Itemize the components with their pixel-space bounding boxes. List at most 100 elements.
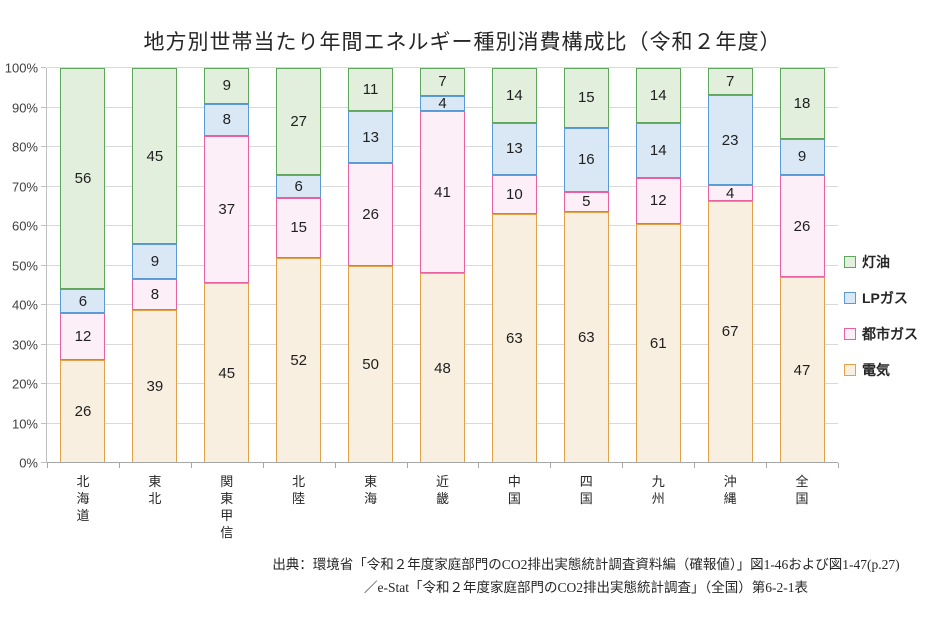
bar-segment-電気: 45	[204, 283, 250, 463]
bar-segment-灯油: 9	[204, 68, 250, 104]
legend-swatch-icon	[844, 256, 856, 268]
bar-segment-都市ガス: 37	[204, 135, 250, 284]
segment-value-label: 67	[721, 323, 739, 341]
y-tick-label: 0%	[19, 455, 38, 471]
bar-slot: 63 5 16 15	[550, 68, 622, 463]
source-citation: 出典：環境省「令和２年度家庭部門のCO2排出実態統計調査資料編（確報値）」図1-…	[246, 554, 925, 600]
legend-swatch-icon	[844, 292, 856, 304]
x-axis-tick	[550, 463, 552, 468]
bar-slot: 52 15 6 27	[263, 68, 335, 463]
y-axis-tick	[41, 225, 46, 226]
stacked-bar-北海道: 26 12 6 56	[60, 68, 106, 463]
legend-label: 電気	[862, 362, 890, 378]
stacked-bar-東北: 39 8 9 45	[132, 68, 178, 463]
bar-segment-都市ガス: 12	[635, 177, 681, 225]
segment-value-label: 7	[725, 73, 735, 91]
segment-value-label: 27	[290, 112, 308, 130]
bar-segment-LPガス: 23	[707, 95, 753, 186]
bar-slot: 50 26 13 11	[335, 68, 407, 463]
legend-item-灯油: 灯油	[844, 252, 918, 272]
stacked-bar-九州: 61 12 14 14	[635, 68, 681, 463]
stacked-bar-北陸: 52 15 6 27	[276, 68, 322, 463]
segment-value-label: 6	[294, 178, 303, 196]
bar-segment-都市ガス: 5	[563, 191, 609, 212]
bar-segment-都市ガス: 41	[419, 111, 465, 274]
segment-value-label: 9	[222, 77, 231, 95]
legend-label: 灯油	[862, 254, 890, 270]
segment-value-label: 26	[74, 403, 92, 421]
bar-segment-灯油: 56	[60, 68, 106, 290]
stacked-bar-四国: 63 5 16 15	[563, 68, 609, 463]
segment-value-label: 5	[582, 193, 591, 211]
y-axis-tick	[41, 67, 46, 68]
segment-value-label: 63	[506, 330, 523, 348]
x-axis-tick	[190, 463, 192, 468]
segment-value-label: 12	[74, 328, 92, 346]
bar-segment-灯油: 7	[707, 68, 753, 96]
bar-segment-LPガス: 13	[491, 123, 537, 175]
segment-value-label: 13	[506, 140, 523, 158]
segment-value-label: 15	[290, 219, 308, 237]
bar-segment-LPガス: 4	[419, 95, 465, 112]
x-axis-tick	[406, 463, 408, 468]
plot-area: 26 12 6 56 39 8 9 45 45 37 8 9 52 15 6 27 50 26 13 11 48 41 4 7…	[5, 61, 839, 471]
bar-segment-LPガス: 6	[60, 289, 106, 313]
y-tick-label: 30%	[11, 337, 38, 352]
segment-value-label: 47	[793, 361, 811, 379]
x-axis-tick	[262, 463, 264, 468]
segment-value-label: 14	[649, 141, 667, 159]
legend: 灯油 LPガス 都市ガス 電気	[844, 252, 918, 380]
segment-value-label: 9	[797, 148, 807, 166]
bar-segment-電気: 50	[348, 265, 394, 463]
x-axis-tick	[478, 463, 480, 468]
x-tick-label-関東甲信: 関東甲信	[220, 474, 234, 540]
y-tick-label: 10%	[11, 416, 38, 431]
x-axis-tick	[334, 463, 336, 468]
x-tick-label-北陸: 北陸	[292, 474, 306, 506]
bar-segment-都市ガス: 26	[348, 162, 394, 266]
bar-segment-灯油: 11	[348, 68, 394, 112]
segment-value-label: 15	[577, 89, 595, 107]
bar-segment-電気: 52	[276, 257, 322, 463]
y-axis-tick	[41, 422, 46, 424]
legend-swatch-icon	[844, 364, 856, 376]
segment-value-label: 18	[793, 95, 811, 113]
bar-segment-都市ガス: 15	[276, 198, 322, 258]
legend-swatch-icon	[844, 328, 856, 340]
chart-title: 地方別世帯当たり年間エネルギー種別消費構成比（令和２年度）	[143, 30, 782, 54]
x-tick-label-四国: 四国	[579, 474, 593, 506]
bar-segment-LPガス: 8	[204, 103, 250, 136]
segment-value-label: 13	[362, 128, 379, 146]
stacked-bar-全国: 47 26 9 18	[779, 68, 825, 463]
bar-segment-灯油: 27	[276, 68, 322, 175]
y-tick-label: 90%	[11, 100, 38, 115]
y-tick-label: 70%	[11, 179, 38, 194]
segment-value-label: 16	[577, 151, 595, 169]
y-axis-tick	[41, 343, 46, 345]
bar-segment-灯油: 14	[491, 68, 537, 124]
segment-value-label: 45	[218, 364, 236, 382]
bar-segment-電気: 39	[132, 310, 178, 463]
y-axis-line	[46, 68, 47, 463]
x-tick-label-沖縄: 沖縄	[723, 474, 737, 506]
bar-segment-灯油: 18	[779, 68, 825, 140]
bar-slot: 47 26 9 18	[766, 68, 838, 463]
segment-value-label: 48	[434, 359, 451, 377]
y-axis-tick	[41, 462, 46, 463]
y-tick-label: 50%	[11, 258, 38, 273]
segment-value-label: 52	[290, 351, 308, 369]
x-axis-line	[47, 462, 838, 463]
bar-segment-LPガス: 14	[635, 122, 681, 178]
x-tick-label-九州: 九州	[651, 474, 665, 506]
x-tick-label-中国: 中国	[507, 474, 521, 506]
segment-value-label: 45	[146, 147, 164, 165]
x-axis-tick	[622, 463, 624, 468]
segment-value-label: 41	[434, 183, 451, 201]
bars-container: 26 12 6 56 39 8 9 45 45 37 8 9 52 15 6 27 50 26 13 11 48 41 4 7…	[47, 68, 838, 463]
segment-value-label: 61	[649, 335, 667, 353]
segment-value-label: 23	[721, 131, 739, 149]
bar-slot: 48 41 4 7	[407, 68, 479, 463]
bar-segment-都市ガス: 8	[132, 279, 178, 311]
bar-segment-灯油: 7	[419, 68, 465, 96]
